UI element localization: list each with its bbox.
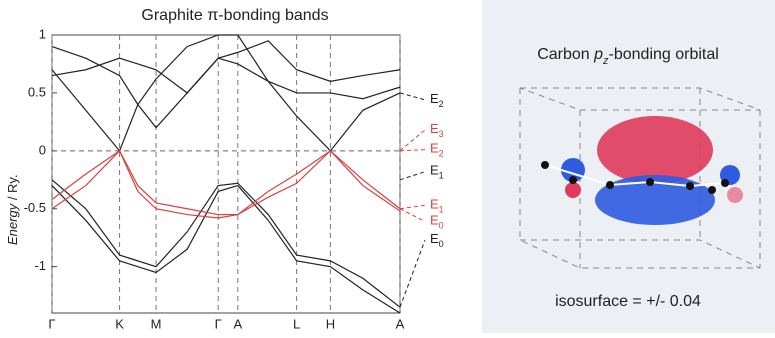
leader-line: [399, 208, 426, 222]
band-label-sub: 0: [439, 221, 444, 231]
x-tick-label: Γ: [215, 316, 222, 331]
y-label-italic: Energy: [5, 202, 20, 245]
cell-box: [519, 87, 761, 269]
band-line: [51, 149, 401, 219]
band-label-main: E: [430, 91, 439, 106]
leader-line: [399, 92, 426, 101]
x-tick-label: Γ: [48, 316, 55, 331]
y-tick-label: -1: [34, 258, 46, 273]
y-tick-label: 0: [39, 142, 46, 157]
band-label-main: E: [430, 197, 439, 212]
lobe-small: [565, 182, 581, 198]
band-label-sub: 3: [439, 129, 444, 139]
band-label: E0: [430, 231, 444, 249]
t2: p: [593, 46, 603, 63]
band-label-main: E: [430, 163, 439, 178]
band-line: [51, 40, 401, 94]
band-label: E3: [430, 121, 444, 139]
band-label: E2: [430, 141, 444, 159]
band-label-sub: 1: [439, 171, 444, 181]
t1: Carbon: [537, 46, 594, 63]
leader-line: [399, 239, 426, 308]
lobe-positive: [597, 116, 713, 184]
x-tick-label: M: [151, 316, 162, 331]
x-tick-label: H: [326, 316, 335, 331]
band-label-sub: 2: [439, 99, 444, 109]
band-label-main: E: [430, 141, 439, 156]
x-tick-label: L: [293, 316, 300, 331]
band-label-main: E: [430, 121, 439, 136]
leader-line: [399, 149, 426, 152]
band-label-sub: 0: [439, 239, 444, 249]
x-tick-label: A: [233, 316, 242, 331]
band-label: E0: [430, 213, 444, 231]
band-label: E1: [430, 197, 444, 215]
band-line: [51, 149, 401, 216]
plot-frame: [51, 34, 401, 314]
x-tick-label: K: [115, 316, 124, 331]
y-tick-label: 0.5: [28, 84, 46, 99]
atoms: [541, 161, 729, 194]
t3: z: [602, 55, 609, 67]
lobe-small: [727, 187, 743, 203]
x-tick-label: A: [396, 316, 405, 331]
band-label-sub: 1: [439, 205, 444, 215]
band-line: [51, 46, 401, 129]
band-label: E1: [430, 163, 444, 181]
orbital-title: Carbon pz-bonding orbital: [537, 46, 719, 67]
orbital-drawing: Carbon pz-bonding orbital isosurface = +…: [519, 46, 761, 310]
band-label: E2: [430, 91, 444, 109]
leader-line: [399, 204, 426, 210]
y-tick-label: 1: [39, 26, 46, 41]
band-line: [51, 179, 401, 308]
band-label-main: E: [430, 231, 439, 246]
y-axis-label: Energy / Ry.: [5, 174, 20, 245]
y-tick-label: -0.5: [24, 200, 46, 215]
leader-line: [399, 129, 426, 152]
t4: -bonding orbital: [609, 46, 719, 63]
lobe-negative: [595, 175, 715, 225]
orbital-caption: isosurface = +/- 0.04: [555, 293, 701, 310]
band-line: [51, 34, 401, 152]
y-label-rest: / Ry.: [5, 174, 20, 203]
band-label-sub: 2: [439, 149, 444, 159]
chart-title: Graphite π-bonding bands: [141, 7, 328, 24]
band-label-main: E: [430, 213, 439, 228]
band-line: [51, 184, 401, 314]
leader-line: [399, 171, 426, 181]
